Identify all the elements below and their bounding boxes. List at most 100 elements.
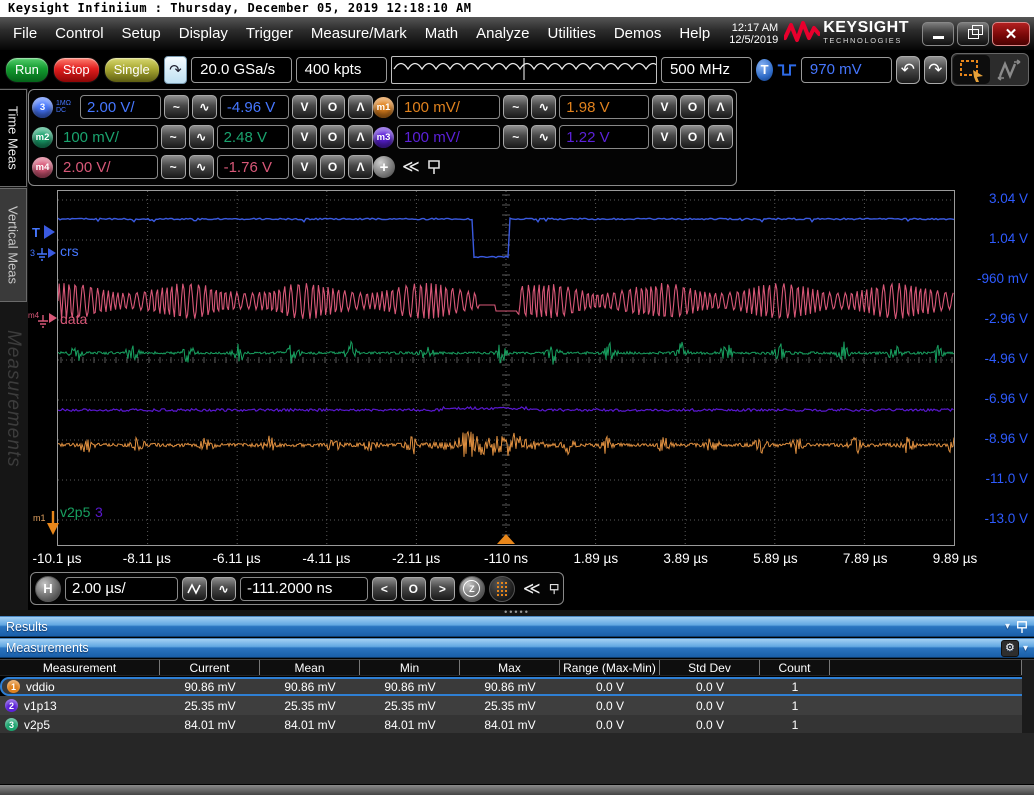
measurements-header[interactable]: Measurements ⚙ ▾ — [0, 638, 1034, 658]
column-header-count[interactable]: Count — [760, 660, 830, 675]
menu-item-demos[interactable]: Demos — [613, 25, 662, 42]
trigger-level-field[interactable]: 970 mV — [800, 56, 893, 83]
memory-2-badge[interactable]: m2 — [32, 126, 53, 148]
acquisition-preview[interactable] — [390, 55, 661, 84]
tab-vertical-meas[interactable]: Vertical Meas — [0, 188, 27, 302]
column-header-mean[interactable]: Mean — [260, 660, 360, 675]
memory-1-offset-zero-button[interactable]: O — [680, 95, 705, 119]
memory-4-offset-up-button[interactable]: Λ — [348, 155, 373, 179]
zoom-disabled-button[interactable]: Z — [458, 575, 485, 602]
menu-item-setup[interactable]: Setup — [121, 25, 161, 42]
memory-2-scale-coarse-button[interactable]: ∿ — [188, 125, 214, 149]
add-waveform-button[interactable]: + — [373, 156, 395, 178]
memory-3-badge[interactable]: m3 — [373, 126, 394, 148]
memory-3-offset-zero-button[interactable]: O — [680, 125, 705, 149]
memory-4-scale-fine-button[interactable]: ~ — [160, 155, 186, 179]
column-header-range-max-min-[interactable]: Range (Max-Min) — [560, 660, 660, 675]
memory-4-badge[interactable]: m4 — [32, 156, 53, 178]
channel-3-offset-zero-button[interactable]: O — [320, 95, 345, 119]
menu-item-utilities[interactable]: Utilities — [547, 25, 596, 42]
waveform-display[interactable] — [57, 190, 955, 546]
channel-3-badge[interactable]: 3 — [32, 96, 53, 118]
memory-3-scale-field[interactable]: 100 mV/ — [397, 125, 501, 149]
minimize-button[interactable] — [922, 21, 954, 46]
measurement-row-v2p5[interactable]: 3 v2p5 84.01 mV 84.01 mV 84.01 mV 84.01 mV 0.0… — [0, 715, 1034, 734]
tab-time-meas[interactable]: Time Meas — [0, 89, 27, 187]
results-collapse-icon[interactable]: ▾ — [1004, 621, 1010, 632]
undo-button[interactable]: ↶ — [896, 55, 920, 84]
menu-item-display[interactable]: Display — [178, 25, 228, 42]
measurements-collapse-icon[interactable]: ▾ — [1022, 642, 1028, 654]
timebase-zigzag-button[interactable] — [182, 576, 208, 601]
memory-4-offset-down-button[interactable]: V — [292, 155, 317, 179]
bandwidth-field[interactable]: 500 MHz — [660, 56, 753, 83]
position-left-button[interactable]: < — [371, 576, 397, 601]
memory-4-scale-coarse-button[interactable]: ∿ — [188, 155, 214, 179]
memory-2-scale-fine-button[interactable]: ~ — [160, 125, 186, 149]
collapse-panel-icon[interactable]: ≪ — [402, 157, 420, 176]
column-header-std-dev[interactable]: Std Dev — [660, 660, 760, 675]
memory-1-scale-fine-button[interactable]: ~ — [503, 95, 529, 119]
memory-1-offset-up-button[interactable]: Λ — [708, 95, 733, 119]
pin-horizontal-icon[interactable] — [549, 581, 559, 597]
restore-button[interactable] — [957, 21, 989, 46]
menu-item-math[interactable]: Math — [424, 25, 459, 42]
menu-item-trigger[interactable]: Trigger — [245, 25, 293, 42]
memory-1-offset-down-button[interactable]: V — [652, 95, 677, 119]
trigger-level-marker[interactable]: T — [30, 224, 57, 240]
touch-button[interactable]: ↷ — [163, 55, 188, 84]
memory-4-scale-field[interactable]: 2.00 V/ — [56, 155, 158, 179]
redo-button[interactable]: ↷ — [923, 55, 947, 84]
memory-1-scale-coarse-button[interactable]: ∿ — [531, 95, 557, 119]
position-right-button[interactable]: > — [429, 576, 455, 601]
column-header-filler[interactable] — [830, 660, 1022, 675]
close-button[interactable]: ✕ — [992, 21, 1030, 46]
select-region-button[interactable] — [953, 55, 990, 84]
column-header-min[interactable]: Min — [360, 660, 460, 675]
gear-icon[interactable]: ⚙ — [1000, 639, 1019, 657]
sample-rate-field[interactable]: 20.0 GSa/s — [191, 56, 292, 83]
memory-3-offset-field[interactable]: 1.22 V — [559, 125, 649, 149]
menu-item-measure-mark[interactable]: Measure/Mark — [310, 25, 407, 42]
channel-3-offset-up-button[interactable]: Λ — [348, 95, 373, 119]
memory-1-badge[interactable]: m1 — [373, 96, 394, 118]
memory-3-offset-down-button[interactable]: V — [652, 125, 677, 149]
memory-2-scale-field[interactable]: 100 mV/ — [56, 125, 158, 149]
menu-item-help[interactable]: Help — [679, 25, 711, 42]
memory-1-offscale-marker[interactable]: m1 — [33, 510, 61, 538]
memory-2-offset-down-button[interactable]: V — [292, 125, 317, 149]
memory-3-scale-coarse-button[interactable]: ∿ — [531, 125, 557, 149]
measurement-row-v1p13[interactable]: 2 v1p13 25.35 mV 25.35 mV 25.35 mV 25.35 mV 0.… — [0, 696, 1034, 715]
pin-icon[interactable] — [427, 159, 441, 175]
column-header-measurement[interactable]: Measurement — [0, 660, 160, 675]
single-button[interactable]: Single — [103, 56, 160, 83]
memory-2-offset-zero-button[interactable]: O — [320, 125, 345, 149]
column-header-max[interactable]: Max — [460, 660, 560, 675]
menu-item-file[interactable]: File — [13, 25, 38, 42]
channel-3-offset-down-button[interactable]: V — [292, 95, 317, 119]
zoom-waveform-button[interactable] — [990, 55, 1027, 84]
memory-2-offset-up-button[interactable]: Λ — [348, 125, 373, 149]
memory-4-ground-marker[interactable]: m4 — [28, 309, 58, 333]
channel-3-offset-field[interactable]: -4.96 V — [219, 95, 289, 119]
memory-3-scale-fine-button[interactable]: ~ — [503, 125, 529, 149]
timebase-sine-button[interactable]: ∿ — [211, 576, 237, 601]
channel-3-scale-field[interactable]: 2.00 V/ — [80, 95, 161, 119]
grid-intensity-button[interactable] — [488, 575, 515, 602]
horizontal-knob[interactable]: H — [35, 575, 61, 602]
menu-item-analyze[interactable]: Analyze — [476, 25, 530, 42]
table-scroll-gutter[interactable] — [1022, 660, 1034, 733]
memory-4-offset-zero-button[interactable]: O — [320, 155, 345, 179]
measurement-row-vddio[interactable]: 1 vddio 90.86 mV 90.86 mV 90.86 mV 90.86 mV 0.… — [0, 677, 1034, 696]
memory-1-scale-field[interactable]: 100 mV/ — [397, 95, 501, 119]
memory-4-offset-field[interactable]: -1.76 V — [216, 155, 289, 179]
memory-depth-field[interactable]: 400 kpts — [295, 56, 387, 83]
channel-3-scale-coarse-button[interactable]: ∿ — [191, 95, 217, 119]
timebase-scale-field[interactable]: 2.00 µs/ — [65, 576, 179, 601]
memory-1-offset-field[interactable]: 1.98 V — [559, 95, 649, 119]
collapse-horizontal-icon[interactable]: ≪ — [522, 578, 541, 598]
memory-2-offset-field[interactable]: 2.48 V — [216, 125, 289, 149]
results-header[interactable]: Results ▾ — [0, 616, 1034, 637]
column-header-current[interactable]: Current — [160, 660, 260, 675]
panel-splitter[interactable]: ••••• — [0, 608, 1034, 617]
